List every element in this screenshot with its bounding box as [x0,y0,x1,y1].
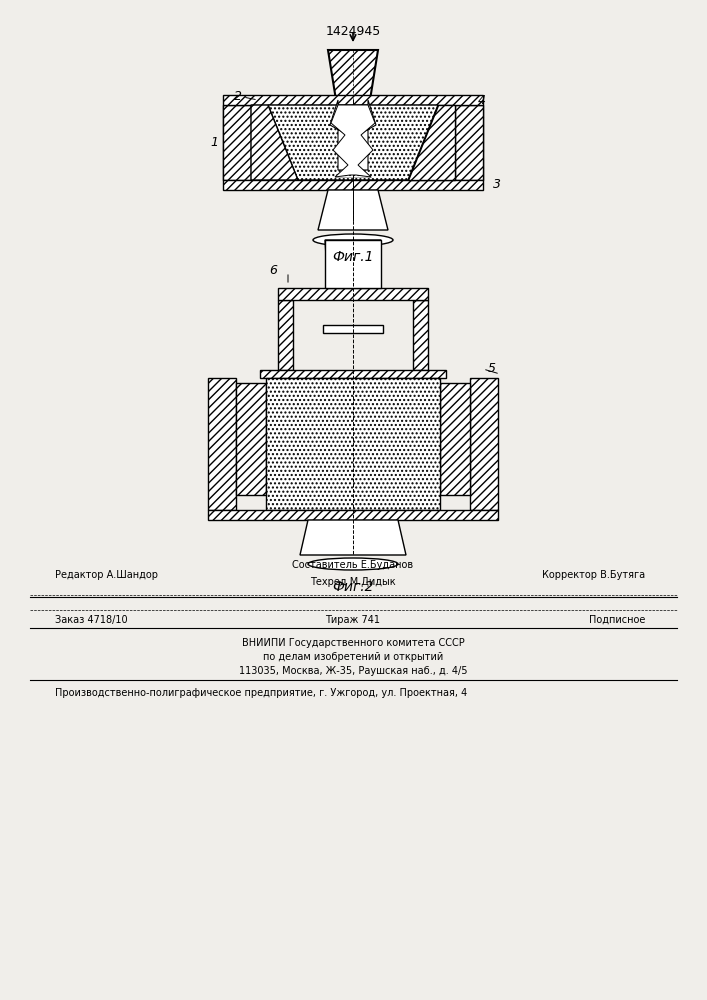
Polygon shape [323,325,383,333]
Ellipse shape [308,558,398,570]
Text: Корректор В.Бутяга: Корректор В.Бутяга [542,570,645,580]
Polygon shape [413,300,428,370]
Text: Производственно-полиграфическое предприятие, г. Ужгород, ул. Проектная, 4: Производственно-полиграфическое предприя… [55,688,467,698]
Ellipse shape [313,234,393,246]
Polygon shape [470,378,498,510]
Polygon shape [278,288,428,300]
Polygon shape [300,520,406,555]
Polygon shape [408,105,455,180]
Polygon shape [223,105,333,117]
Polygon shape [208,510,498,520]
Polygon shape [325,240,381,288]
Text: 5: 5 [488,362,496,375]
Text: Тираж 741: Тираж 741 [325,615,380,625]
Polygon shape [330,100,376,170]
Polygon shape [458,117,483,168]
Polygon shape [223,180,483,190]
Text: 1: 1 [210,136,218,149]
Text: 6: 6 [269,263,277,276]
Polygon shape [373,168,483,180]
Text: ВНИИПИ Государственного комитета СССР: ВНИИПИ Государственного комитета СССР [242,638,464,648]
Polygon shape [223,117,248,168]
Text: Редактор А.Шандор: Редактор А.Шандор [55,570,158,580]
Text: 113035, Москва, Ж-35, Раушская наб., д. 4/5: 113035, Москва, Ж-35, Раушская наб., д. … [239,666,467,676]
Bar [325,240,381,288]
Text: по делам изобретений и открытий: по делам изобретений и открытий [263,652,443,662]
Polygon shape [440,383,470,495]
Polygon shape [236,383,266,495]
Polygon shape [223,168,333,180]
Polygon shape [260,370,446,378]
Text: Фиг.1: Фиг.1 [332,250,374,264]
Polygon shape [251,105,298,180]
Polygon shape [331,105,375,177]
Text: Техред М.Дидык: Техред М.Дидык [310,577,396,587]
Text: 3: 3 [493,178,501,192]
Text: Составитель Е.Буданов: Составитель Е.Буданов [293,560,414,570]
Polygon shape [223,105,251,180]
Polygon shape [373,105,483,117]
Text: Подписное: Подписное [589,615,645,625]
Polygon shape [266,378,440,510]
Polygon shape [278,300,293,370]
Polygon shape [328,50,378,100]
Polygon shape [268,105,438,180]
Polygon shape [455,105,483,180]
Text: 2: 2 [234,90,242,103]
Text: 4: 4 [478,94,486,106]
Text: Заказ 4718/10: Заказ 4718/10 [55,615,128,625]
Polygon shape [223,95,483,105]
Text: 1424945: 1424945 [325,25,380,38]
Polygon shape [318,190,388,230]
Polygon shape [208,378,236,510]
Text: Фиг.2: Фиг.2 [332,580,374,594]
